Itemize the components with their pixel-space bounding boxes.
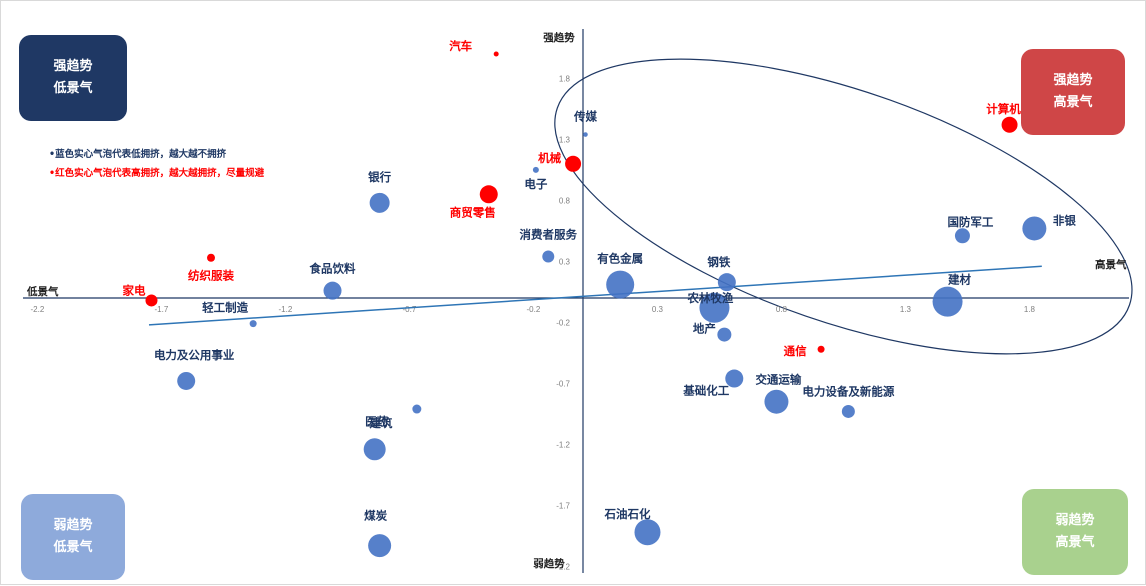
quadrant-label-line1: 弱趋势 [1055,513,1095,528]
bubble-label: 基础化工 [682,384,729,398]
bubble-point [764,389,789,414]
bubble-label: 钢铁 [707,255,730,269]
highlight-ellipse [554,58,1133,355]
bubble-label: 医药 [365,414,388,428]
y-tick-label: -1.7 [556,501,570,510]
bubble-point [369,192,390,213]
trendline [148,265,1042,326]
quadrant-label-line1: 弱趋势 [53,518,93,533]
bubble-point [412,404,422,414]
x-tick-label: -0.2 [527,305,541,314]
bubble-point [479,185,498,204]
x-tick-label: 0.8 [776,305,788,314]
bubble-label: 食品饮料 [310,262,356,276]
bubble-label: 传媒 [573,110,597,124]
quadrant-label-line2: 低景气 [53,540,93,555]
bubble-label: 交通运输 [755,373,801,387]
bubble-label: 机械 [538,151,561,165]
bubble-label: 煤炭 [364,509,387,523]
x-tick-label: -1.2 [279,305,293,314]
x-tick-label: -0.7 [403,305,417,314]
bubble-point [699,292,730,323]
quadrant-label-line1: 强趋势 [53,59,93,74]
bubble-point [954,228,970,244]
y-axis-negative-label: 弱趋势 [533,557,565,570]
bubble-point [532,166,539,173]
bubble-label: 计算机 [986,102,1021,116]
x-tick-label: -1.7 [155,305,169,314]
bubble-label: 国防军工 [947,215,993,229]
legend-note-red: •红色实心气泡代表高拥挤，越大越拥挤，尽量规避 [49,168,265,179]
bubble-label: 地产 [693,322,716,336]
x-axis-positive-label: 高景气 [1095,258,1127,271]
bubble-label: 通信 [784,344,807,358]
bubble-point [565,155,582,172]
bubble-point [207,253,215,262]
x-tick-label: 1.3 [900,305,912,314]
bubble-point [493,51,499,57]
y-tick-label: -1.2 [556,440,570,449]
bubble-point [323,281,342,300]
bubble-label: 纺织服装 [188,269,234,283]
quadrant-label-line2: 低景气 [53,81,93,96]
y-tick-label: 1.3 [559,135,571,144]
bubble-point [363,438,386,461]
bubble-label: 家电 [122,283,145,297]
bubble-label: 石油石化 [603,507,650,521]
y-tick-label: 0.8 [559,196,571,205]
y-tick-label: 0.3 [559,257,571,266]
legend-note-blue: •蓝色实心气泡代表低拥挤，越大越不拥挤 [49,149,227,160]
bubble-point [634,519,661,546]
bubble-point [841,404,855,418]
y-tick-label: -2.2 [556,562,570,571]
bubble-point [725,369,744,388]
quadrant-label-line2: 高景气 [1053,95,1093,110]
bubble-point [606,270,635,299]
bubble-label: 商贸零售 [450,205,496,219]
bubble-point [368,534,392,558]
bubble-point [249,320,257,328]
y-tick-label: -0.7 [556,379,570,388]
x-tick-label: 0.3 [652,305,664,314]
bubble-point [717,327,732,342]
legend-note: •蓝色实心气泡代表低拥挤，越大越不拥挤 •红色实心气泡代表高拥挤，越大越拥挤，尽… [49,145,264,183]
quadrant-weak-trend-low-prosperity: 弱趋势 低景气 [21,494,125,580]
y-tick-label: 1.8 [559,74,571,83]
x-tick-label: -2.2 [31,305,45,314]
bubble-point [817,345,825,353]
quadrant-strong-trend-low-prosperity: 强趋势 低景气 [19,35,127,121]
quadrant-label-line1: 强趋势 [1053,73,1093,88]
x-tick-label: 1.8 [1024,305,1036,314]
quadrant-strong-trend-high-prosperity: 强趋势 高景气 [1021,49,1125,135]
bubble-point [177,371,196,390]
y-tick-label: -0.2 [556,318,570,327]
bubble-label: 建筑 [369,416,392,430]
bubble-label: 汽车 [449,39,472,53]
bubble-point [1001,116,1018,133]
bubble-point [932,286,963,317]
bubble-point [1022,216,1047,241]
quadrant-label-line2: 高景气 [1055,535,1095,550]
bubble-label: 电子 [524,177,547,191]
x-axis-negative-label: 低景气 [26,285,59,298]
bubble-point [145,294,158,307]
bubble-label: 有色金属 [597,252,643,266]
bubble-point [717,273,736,292]
bubble-point [583,132,588,137]
quadrant-weak-trend-high-prosperity: 弱趋势 高景气 [1022,489,1128,575]
y-axis-positive-label: 强趋势 [543,31,575,44]
bubble-label: 农林牧渔 [686,291,733,305]
bubble-label: 非银 [1053,213,1076,227]
bubble-label: 电力设备及新能源 [802,384,894,398]
bubble-label: 银行 [368,170,391,184]
bubble-label: 建材 [948,273,971,287]
bubble-label: 电力及公用事业 [154,348,235,362]
bubble-label: 轻工制造 [202,301,248,315]
bubble-label: 消费者服务 [520,228,578,242]
bubble-point [542,250,555,263]
